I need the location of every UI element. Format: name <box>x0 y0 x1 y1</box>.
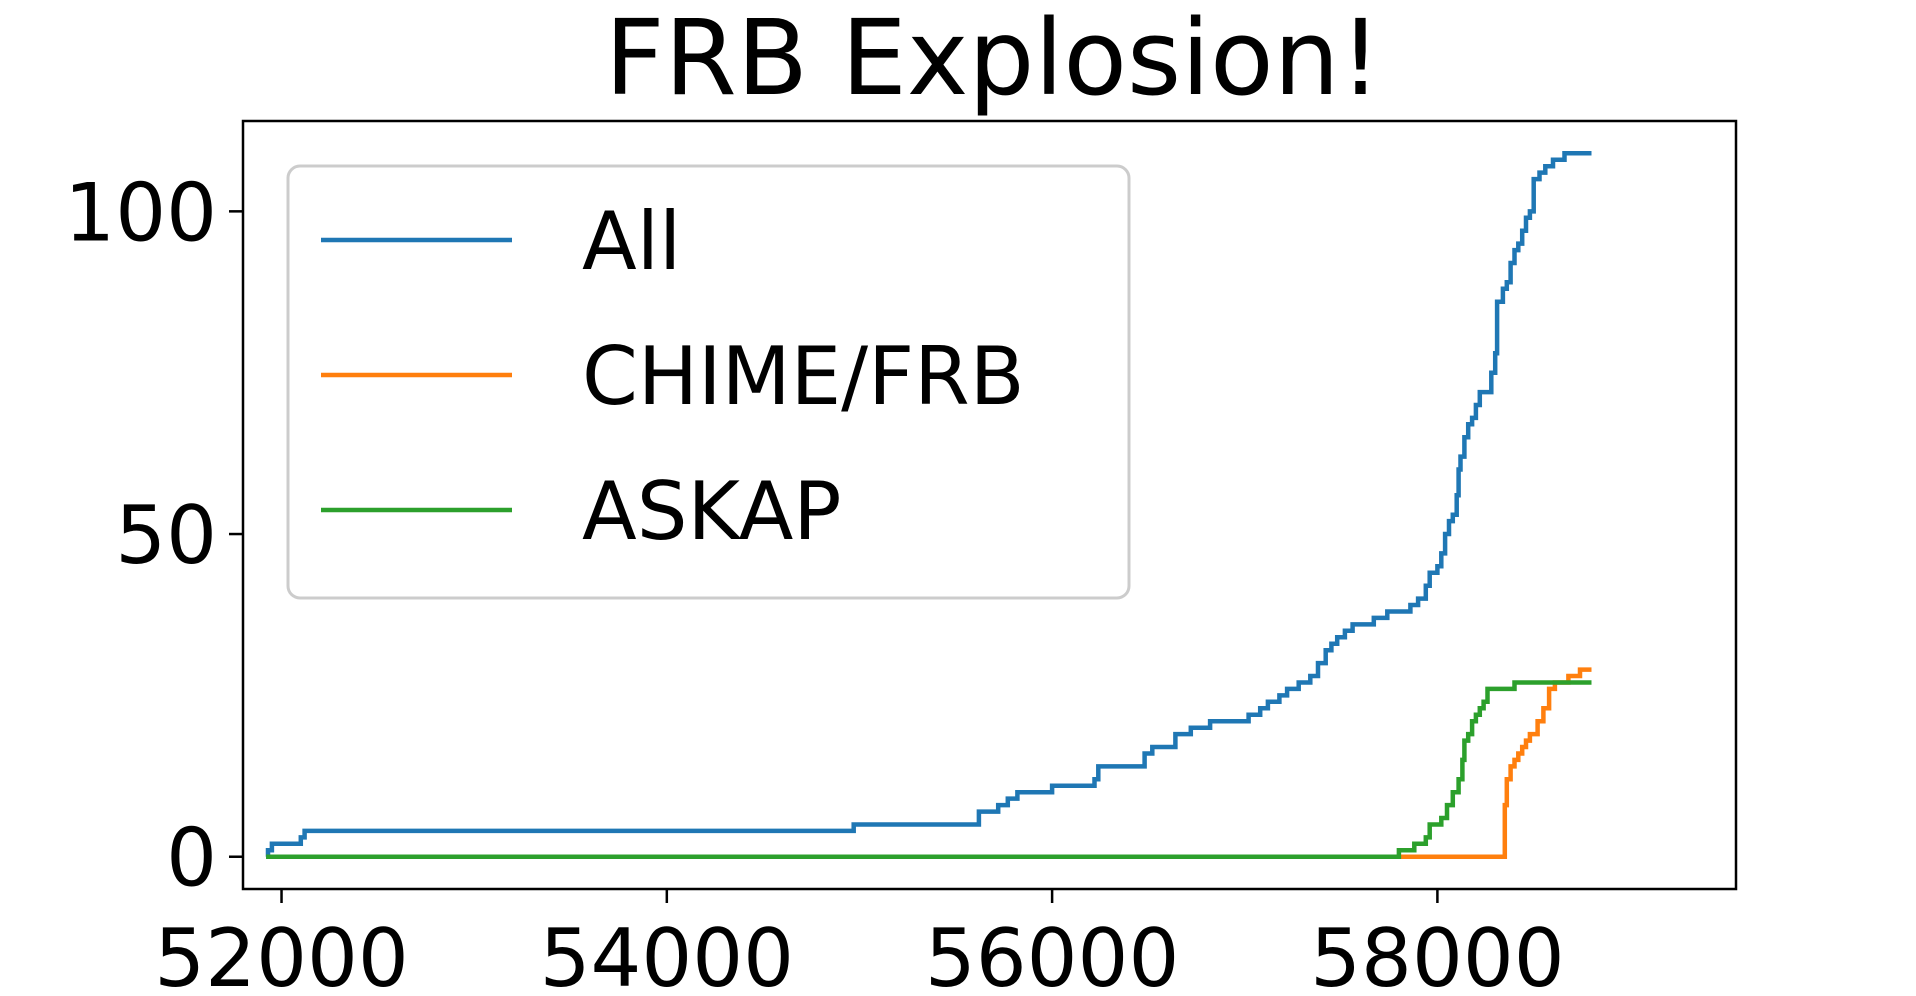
x-tick-label: 52000 <box>154 912 409 996</box>
axes-frame <box>241 119 1738 891</box>
x-axis: 52000 54000 56000 58000 <box>154 889 1565 996</box>
y-axis: 0 50 100 <box>64 166 243 905</box>
series-line-all <box>265 151 1592 859</box>
legend: All CHIME/FRB ASKAP <box>286 164 1131 600</box>
legend-label-chime-frb: CHIME/FRB <box>582 330 1025 423</box>
legend-box <box>286 164 1131 600</box>
y-tick-label: 0 <box>166 812 217 905</box>
legend-label-all: All <box>582 195 681 288</box>
x-tick-label: 58000 <box>1310 912 1565 996</box>
x-tick-label: 54000 <box>540 912 795 996</box>
y-tick-label: 100 <box>64 166 217 259</box>
series-line-askap <box>266 680 1592 859</box>
legend-label-askap: ASKAP <box>582 465 842 558</box>
y-tick-label: 50 <box>115 489 217 582</box>
x-tick-label: 56000 <box>925 912 1180 996</box>
series-layer <box>265 151 1592 859</box>
chart-title: FRB Explosion! <box>605 0 1382 119</box>
